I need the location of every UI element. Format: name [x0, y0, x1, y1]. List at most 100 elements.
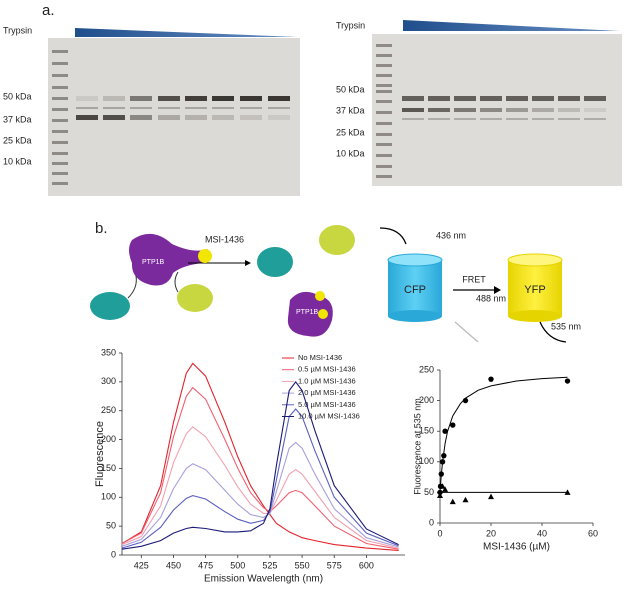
ladder-band	[376, 100, 392, 103]
y-tick-label: 300	[101, 376, 116, 386]
marker-label: 50 kDa	[336, 84, 365, 94]
legend-label: 0.5 µM MSI-1436	[298, 365, 356, 374]
compound	[318, 309, 328, 319]
gradient-wedge	[75, 28, 298, 37]
line	[121, 441, 399, 548]
ladder-band	[52, 74, 68, 77]
cfp-cylinder	[388, 260, 442, 316]
band	[158, 115, 180, 120]
yfp-cylinder	[508, 310, 562, 322]
band	[454, 118, 476, 120]
band	[532, 96, 554, 101]
protein	[129, 233, 212, 286]
y-tick-label: 100	[101, 492, 116, 502]
band	[584, 118, 606, 120]
y-axis-title: Fluorescence at 535 nm	[412, 398, 422, 495]
ladder-band	[52, 141, 68, 144]
band	[212, 107, 234, 109]
wavelength-label: 436 nm	[436, 230, 466, 240]
band	[268, 115, 290, 120]
cfp-cylinder	[387, 253, 443, 267]
donor-label: CFP	[404, 284, 426, 296]
ladder-band	[376, 122, 392, 125]
marker-label: 37 kDa	[3, 114, 32, 124]
y-tick-label: 200	[101, 434, 116, 444]
wavelength-label: 535 nm	[551, 321, 581, 331]
band	[506, 118, 528, 120]
ladder-band	[376, 165, 392, 168]
compound	[315, 291, 325, 301]
x-tick-label: 575	[327, 560, 342, 570]
marker-label: 50 kDa	[3, 91, 32, 101]
band	[240, 115, 262, 120]
legend-label: 2.0 µM MSI-1436	[298, 388, 356, 397]
arrowhead	[494, 286, 501, 294]
point	[442, 486, 449, 492]
band	[532, 108, 554, 112]
band	[76, 107, 98, 109]
band	[212, 115, 234, 120]
band	[532, 118, 554, 120]
band	[558, 118, 580, 120]
yfp-cylinder	[508, 260, 562, 316]
protein	[287, 291, 333, 337]
marker-label: 25 kDa	[336, 127, 365, 137]
ladder-band	[376, 133, 392, 136]
x-tick-label: 20	[486, 528, 496, 538]
line	[121, 408, 399, 549]
panel-label: b.	[95, 220, 108, 237]
cfp-cylinder	[388, 310, 442, 322]
band	[130, 96, 152, 101]
band	[584, 96, 606, 101]
band	[558, 108, 580, 112]
band	[76, 115, 98, 120]
protein-label: PTP1B	[296, 309, 319, 316]
point	[462, 496, 469, 503]
band	[158, 107, 180, 109]
x-axis-title: MSI-1436 (µM)	[483, 542, 550, 553]
band	[212, 96, 234, 101]
compound-label: MSI-1436	[205, 234, 244, 244]
point	[437, 492, 443, 498]
marker-label: 37 kDa	[336, 105, 365, 115]
band	[130, 107, 152, 109]
band	[506, 108, 528, 112]
gel-reagent: Trypsin	[3, 25, 32, 35]
band	[402, 118, 424, 120]
legend-label: 1.0 µM MSI-1436	[298, 376, 356, 385]
band	[506, 96, 528, 101]
band	[480, 96, 502, 101]
ladder-band	[376, 64, 392, 67]
band	[103, 107, 125, 109]
compound	[198, 249, 212, 263]
x-tick-label: 600	[359, 560, 374, 570]
ladder-band	[52, 97, 68, 100]
y-tick-label: 150	[101, 463, 116, 473]
ladder-band	[376, 44, 392, 47]
point	[488, 376, 494, 382]
band	[584, 108, 606, 112]
band	[130, 115, 152, 120]
band	[558, 96, 580, 101]
band	[454, 96, 476, 101]
x-tick-label: 425	[134, 560, 149, 570]
ladder-band	[52, 172, 68, 175]
yfp-cartoon	[177, 284, 213, 312]
point	[449, 498, 456, 505]
x-tick-label: 500	[230, 560, 245, 570]
marker-label: 25 kDa	[3, 135, 32, 145]
band	[454, 108, 476, 112]
band	[240, 107, 262, 109]
gel-bands	[52, 44, 606, 185]
ladder-band	[376, 54, 392, 57]
ladder-band	[376, 111, 392, 114]
legend-label: 10.0 µM MSI-1436	[298, 411, 360, 420]
panel-label: a.	[42, 2, 55, 19]
ladder-band	[376, 175, 392, 178]
line	[439, 376, 568, 493]
x-tick-label: 550	[295, 560, 310, 570]
x-axis-title: Emission Wavelength (nm)	[204, 574, 323, 585]
arrow	[454, 321, 479, 343]
ladder-band	[52, 130, 68, 133]
